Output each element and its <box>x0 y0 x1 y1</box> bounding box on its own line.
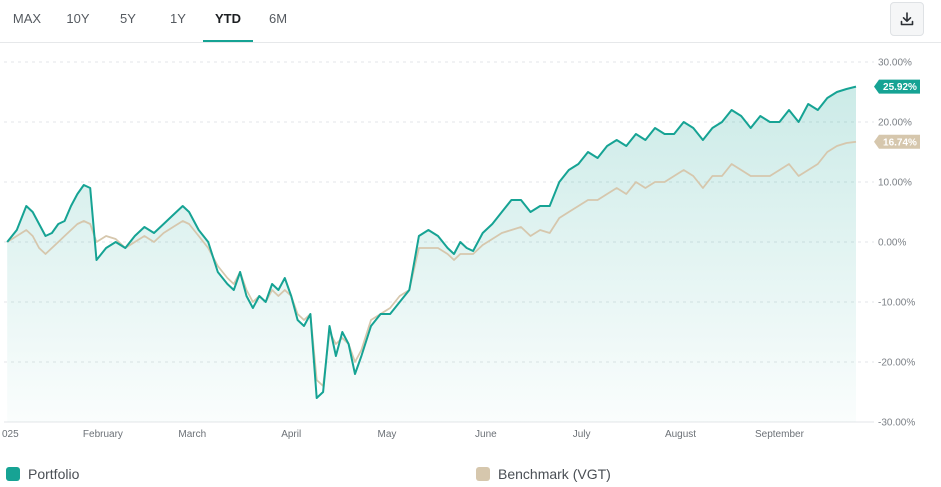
y-tick-label: 0.00% <box>878 238 906 249</box>
range-tabs: MAX 10Y 5Y 1Y YTD 6M <box>0 0 941 42</box>
portfolio-end-label: 25.92% <box>874 79 920 94</box>
y-axis: 30.00% 20.00% 10.00% 0.00% -10.00% -20.00% -30… <box>878 58 915 429</box>
x-tick-label: 025 <box>2 429 19 440</box>
y-tick-label: -30.00% <box>878 418 915 429</box>
legend-portfolio[interactable]: Portfolio <box>6 466 156 484</box>
x-tick-label: April <box>281 429 301 440</box>
portfolio-area <box>7 86 856 422</box>
x-tick-label: May <box>377 429 396 440</box>
y-tick-label: -10.00% <box>878 298 915 309</box>
download-icon <box>900 12 914 26</box>
download-button[interactable] <box>890 2 924 36</box>
benchmark-end-label: 16.74% <box>874 134 920 149</box>
x-tick-label: September <box>755 429 805 440</box>
tab-6m[interactable]: 6M <box>268 11 288 26</box>
tab-5y[interactable]: 5Y <box>120 11 136 26</box>
end-label-text: 25.92% <box>883 82 917 93</box>
benchmark-line <box>6 140 857 387</box>
legend-swatch-portfolio <box>6 467 20 481</box>
y-tick-label: 30.00% <box>878 58 912 69</box>
end-label-text: 16.74% <box>883 137 917 148</box>
tabs-divider <box>0 42 941 43</box>
area-fill <box>7 86 856 422</box>
x-tick-label: August <box>665 429 696 440</box>
legend-label-portfolio: Portfolio <box>28 466 80 482</box>
x-tick-label: June <box>475 429 497 440</box>
y-tick-label: 20.00% <box>878 118 912 129</box>
tab-1y[interactable]: 1Y <box>170 11 186 26</box>
tab-10y[interactable]: 10Y <box>66 11 90 26</box>
x-axis: 025 February March April May June July August Se… <box>2 429 805 440</box>
performance-chart: 30.00% 20.00% 10.00% 0.00% -10.00% -20.00% -30… <box>2 58 920 440</box>
x-tick-label: July <box>573 429 591 440</box>
portfolio-line <box>6 85 857 399</box>
y-tick-label: -20.00% <box>878 358 915 369</box>
end-labels: 25.92% 16.74% <box>874 79 920 149</box>
series-lines <box>6 85 857 399</box>
tab-max[interactable]: MAX <box>12 11 42 26</box>
x-tick-label: March <box>178 429 206 440</box>
legend-benchmark[interactable]: Benchmark (VGT) <box>476 466 676 484</box>
y-tick-label: 10.00% <box>878 178 912 189</box>
legend-swatch-benchmark <box>476 467 490 481</box>
legend-label-benchmark: Benchmark (VGT) <box>498 466 611 482</box>
tab-ytd[interactable]: YTD <box>203 0 253 42</box>
x-tick-label: February <box>83 429 123 440</box>
